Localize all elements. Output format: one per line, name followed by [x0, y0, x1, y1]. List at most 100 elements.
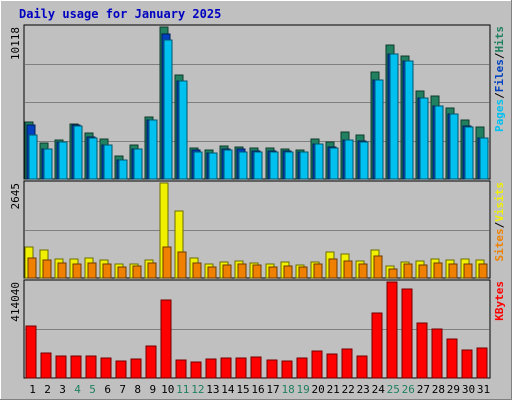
x-tick-label-day-6: 6: [104, 383, 111, 396]
bar-kbytes-day-27: [416, 322, 428, 379]
legend-item-hits-files-pages-4: Hits: [493, 26, 506, 53]
x-tick-label-day-26: 26: [402, 383, 415, 396]
bar-sites-day-15: [237, 263, 247, 279]
bar-sites-day-21: [328, 258, 338, 279]
legend-item-hits-files-pages-1: /: [493, 92, 506, 99]
bar-pages-day-8: [133, 148, 143, 180]
bar-kbytes-day-25: [386, 281, 398, 379]
bar-sites-day-10: [162, 246, 172, 279]
legend-item-visits-sites-0: Sites: [493, 228, 506, 261]
bar-kbytes-day-24: [371, 312, 383, 379]
bar-sites-day-24: [373, 255, 383, 279]
bar-pages-day-1: [28, 134, 38, 180]
bar-kbytes-day-8: [130, 358, 142, 379]
bar-sites-day-27: [418, 264, 428, 279]
bar-sites-day-17: [268, 266, 278, 279]
x-tick-label-day-4: 4: [74, 383, 81, 396]
bar-pages-day-16: [253, 151, 263, 180]
x-tick-label-day-8: 8: [134, 383, 141, 396]
x-tick-label-day-23: 23: [357, 383, 370, 396]
legend-item-hits-files-pages-0: Pages: [493, 99, 506, 132]
x-tick-label-day-13: 13: [206, 383, 219, 396]
legend-item-visits-sites-2: Visits: [493, 182, 506, 222]
y-max-label-visits-sites: 2645: [9, 183, 22, 210]
bar-sites-day-1: [27, 257, 37, 279]
legend-item-kbytes-0: KBytes: [493, 281, 506, 321]
bar-sites-day-11: [177, 251, 187, 279]
bar-sites-day-9: [147, 262, 157, 279]
bar-kbytes-day-18: [281, 360, 293, 379]
x-tick-label-day-20: 20: [311, 383, 324, 396]
bar-kbytes-day-10: [160, 299, 172, 379]
bar-pages-day-15: [238, 151, 248, 180]
bar-sites-day-13: [207, 266, 217, 279]
bar-sites-day-29: [448, 263, 458, 279]
bar-sites-day-19: [298, 266, 308, 279]
bar-kbytes-day-11: [175, 359, 187, 379]
labels-layer: 10118 Pages/Files/Hits 2645 Sites / Visits 4 14…: [9, 26, 506, 396]
legend-hits-files-pages: Pages/Files/Hits: [493, 26, 506, 132]
bar-pages-day-4: [73, 125, 83, 180]
bar-kbytes-day-19: [296, 357, 308, 379]
bar-kbytes-day-4: [70, 355, 82, 379]
x-tick-label-day-16: 16: [251, 383, 264, 396]
x-tick-label-day-14: 14: [221, 383, 235, 396]
bar-sites-day-28: [433, 262, 443, 279]
bar-kbytes-day-16: [250, 356, 262, 379]
bar-sites-day-8: [132, 265, 142, 279]
bar-kbytes-day-26: [401, 288, 413, 379]
bar-sites-day-16: [252, 264, 262, 279]
x-tick-label-day-3: 3: [59, 383, 66, 396]
bar-kbytes-day-20: [311, 350, 323, 379]
bar-kbytes-day-7: [115, 360, 127, 379]
bar-sites-day-26: [403, 263, 413, 279]
x-tick-label-day-11: 11: [176, 383, 189, 396]
x-tick-label-day-5: 5: [89, 383, 96, 396]
x-tick-label-day-17: 17: [266, 383, 279, 396]
bar-kbytes-day-31: [476, 347, 488, 379]
bar-pages-day-9: [148, 119, 158, 180]
x-tick-label-day-30: 30: [462, 383, 475, 396]
bar-sites-day-23: [358, 263, 368, 279]
bar-pages-day-5: [88, 137, 98, 180]
bar-kbytes-day-22: [341, 348, 353, 379]
x-tick-label-day-18: 18: [281, 383, 294, 396]
bar-pages-day-7: [118, 159, 128, 180]
bar-kbytes-day-13: [205, 358, 217, 379]
bar-pages-day-21: [329, 147, 339, 180]
x-tick-label-day-22: 22: [342, 383, 355, 396]
legend-item-hits-files-pages-3: /: [493, 52, 506, 59]
chart-title: Daily usage for January 2025: [19, 7, 221, 21]
bar-sites-day-5: [87, 262, 97, 279]
bar-kbytes-day-12: [190, 361, 202, 379]
x-tick-label-day-24: 24: [372, 383, 386, 396]
bar-sites-day-7: [117, 266, 127, 279]
bar-pages-day-25: [389, 53, 399, 180]
bar-pages-day-29: [449, 113, 459, 180]
bar-sites-day-2: [42, 259, 52, 279]
bar-pages-day-18: [284, 151, 294, 180]
x-tick-label-day-12: 12: [191, 383, 204, 396]
legend-kbytes: KBytes: [493, 281, 506, 321]
bar-kbytes-day-6: [100, 357, 112, 379]
bar-pages-day-24: [374, 79, 384, 180]
bar-pages-day-26: [404, 60, 414, 180]
bar-sites-day-18: [283, 265, 293, 279]
bar-pages-day-14: [223, 149, 233, 180]
bar-pages-day-30: [464, 126, 474, 180]
bar-sites-day-6: [102, 263, 112, 279]
x-tick-label-day-2: 2: [44, 383, 51, 396]
x-tick-label-day-31: 31: [477, 383, 490, 396]
x-tick-label-day-25: 25: [387, 383, 400, 396]
y-max-label-hits-files-pages: 10118: [9, 27, 22, 60]
bar-sites-day-12: [192, 262, 202, 279]
x-tick-label-day-28: 28: [432, 383, 445, 396]
x-tick-label-day-19: 19: [296, 383, 309, 396]
bar-pages-day-22: [344, 139, 354, 180]
bar-kbytes-day-1: [25, 325, 37, 379]
legend-item-hits-files-pages-2: Files: [493, 59, 506, 92]
bar-pages-day-2: [43, 148, 53, 180]
bar-pages-day-6: [103, 144, 113, 180]
